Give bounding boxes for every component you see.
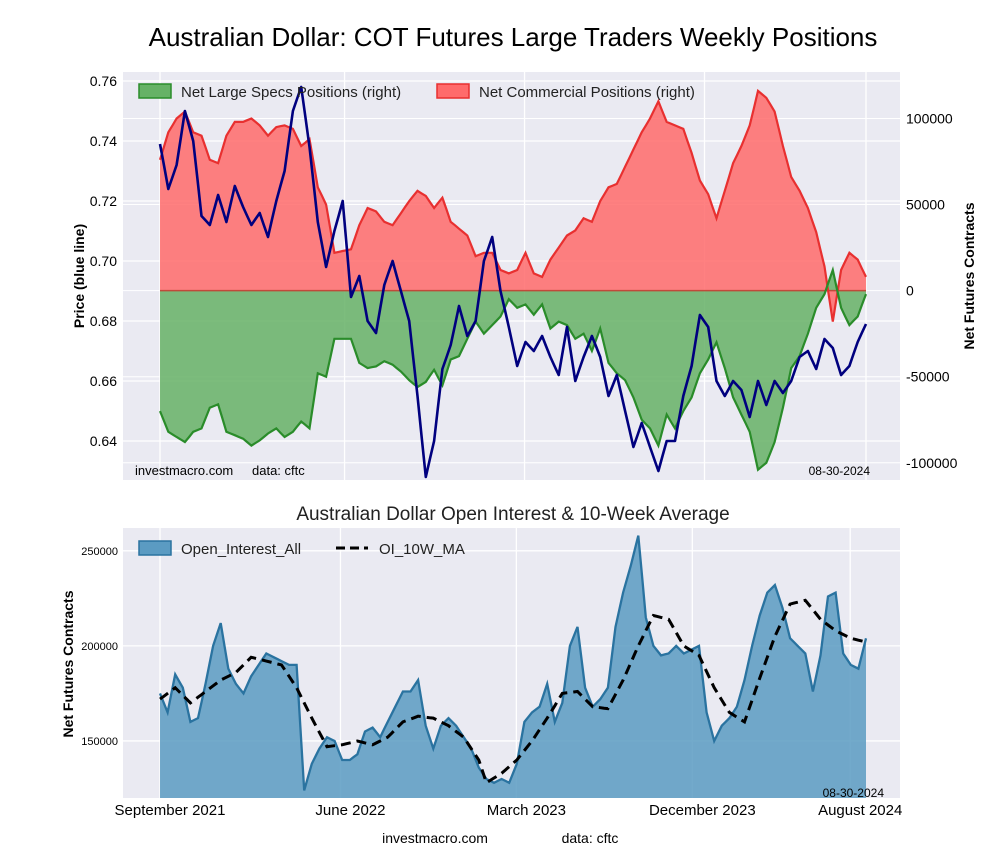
bottom-left-tick-labels: 150000 200000 250000 bbox=[81, 546, 118, 748]
bottom-subtitle: Australian Dollar Open Interest & 10-Wee… bbox=[296, 504, 729, 525]
bottom-x-tick-label: June 2022 bbox=[315, 802, 385, 819]
bottom-x-tick-label: December 2023 bbox=[649, 802, 756, 819]
top-date-label: 08-30-2024 bbox=[809, 464, 871, 478]
legend-specs-swatch bbox=[138, 83, 172, 99]
legend-comm-swatch bbox=[436, 83, 470, 99]
open-interest-area bbox=[160, 535, 866, 798]
legend-comm-label: Net Commercial Positions (right) bbox=[479, 84, 695, 101]
top-left-tick-label: 0.66 bbox=[90, 373, 117, 389]
bottom-x-tick-labels: September 2021 June 2022 March 2023 Decembe… bbox=[115, 802, 903, 819]
top-left-tick-label: 0.70 bbox=[90, 253, 117, 269]
top-right-tick-labels: -100000 -50000 0 50000 100000 bbox=[906, 110, 958, 470]
specs-area bbox=[160, 270, 866, 470]
top-series-areas bbox=[158, 88, 868, 472]
bottom-series bbox=[158, 535, 868, 798]
top-left-tick-label: 0.72 bbox=[90, 193, 117, 209]
top-watermark-data: data: cftc bbox=[252, 463, 305, 478]
legend-oi-swatch bbox=[138, 540, 172, 556]
top-right-tick-label: 50000 bbox=[906, 197, 945, 213]
top-right-tick-label: 0 bbox=[906, 283, 914, 299]
legend-specs-label: Net Large Specs Positions (right) bbox=[181, 84, 401, 101]
top-left-axis-label: Price (blue line) bbox=[71, 224, 87, 328]
bottom-panel: 150000 200000 250000 September 2021 June 20… bbox=[60, 528, 902, 819]
top-left-tick-label: 0.64 bbox=[90, 433, 117, 449]
open-interest-line bbox=[158, 535, 868, 791]
footer-data: data: cftc bbox=[562, 830, 619, 846]
bottom-x-tick-label: September 2021 bbox=[115, 802, 226, 819]
top-left-tick-labels: 0.64 0.66 0.68 0.70 0.72 0.74 0.76 bbox=[90, 73, 117, 449]
top-left-tick-label: 0.76 bbox=[90, 73, 117, 89]
bottom-left-tick-label: 150000 bbox=[81, 736, 118, 748]
bottom-left-tick-label: 200000 bbox=[81, 641, 118, 653]
price-line bbox=[158, 85, 868, 479]
top-price-series bbox=[158, 85, 868, 479]
top-right-tick-label: -50000 bbox=[906, 369, 950, 385]
chart-title: Australian Dollar: COT Futures Large Tra… bbox=[149, 22, 878, 52]
commercial-line bbox=[158, 88, 867, 322]
legend-oi-label: Open_Interest_All bbox=[181, 541, 301, 558]
bottom-legend: Open_Interest_All OI_10W_MA bbox=[138, 540, 465, 558]
bottom-date-label: 08-30-2024 bbox=[823, 786, 885, 800]
bottom-x-tick-label: March 2023 bbox=[487, 802, 566, 819]
bottom-left-axis-label: Net Futures Contracts bbox=[60, 590, 76, 737]
top-right-tick-label: 100000 bbox=[906, 110, 953, 126]
moving-average-line bbox=[159, 598, 867, 786]
top-left-tick-label: 0.74 bbox=[90, 133, 117, 149]
top-panel: 0.64 0.66 0.68 0.70 0.72 0.74 0.76 -100000 -500… bbox=[71, 72, 977, 480]
specs-line bbox=[158, 265, 868, 472]
top-right-tick-label: -100000 bbox=[906, 455, 958, 471]
bottom-x-tick-label: August 2024 bbox=[818, 802, 902, 819]
top-watermark: investmacro.com bbox=[135, 463, 233, 478]
legend-ma-label: OI_10W_MA bbox=[379, 541, 465, 558]
top-right-axis-label: Net Futures Contracts bbox=[961, 202, 977, 349]
footer-site: investmacro.com bbox=[382, 830, 488, 846]
bottom-left-tick-label: 250000 bbox=[81, 546, 118, 558]
top-legend: Net Large Specs Positions (right) Net Co… bbox=[138, 83, 695, 101]
top-left-tick-label: 0.68 bbox=[90, 313, 117, 329]
